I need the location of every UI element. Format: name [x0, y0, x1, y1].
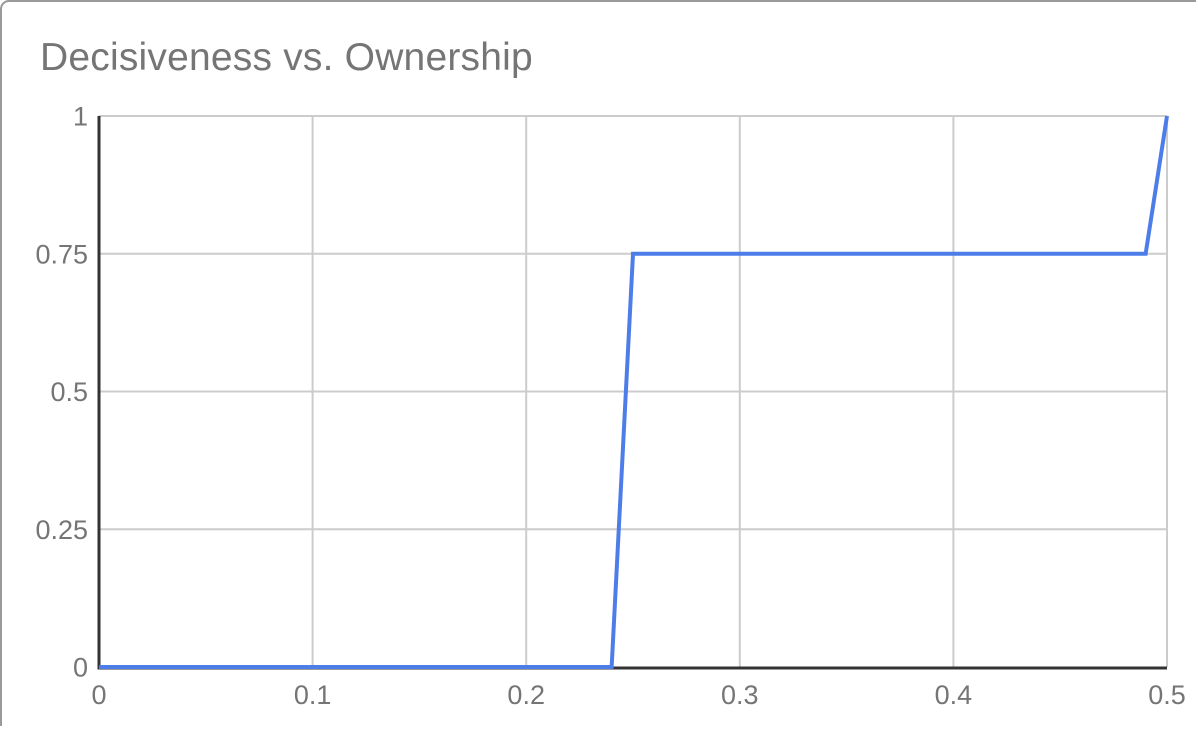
- series-line: [99, 115, 1169, 669]
- x-tick-label: 0.1: [294, 680, 332, 710]
- x-tick-label: 0: [91, 680, 106, 710]
- x-tick-label: 0.5: [1148, 680, 1186, 710]
- y-tick-label: 0.75: [35, 239, 88, 269]
- x-tick-label: 0.4: [935, 680, 973, 710]
- y-tick-label: 0.25: [35, 515, 88, 545]
- chart-title: Decisiveness vs. Ownership: [40, 36, 533, 79]
- y-tick-label: 0: [73, 653, 88, 683]
- y-tick-label: 1: [73, 102, 88, 132]
- y-tick-label: 0.5: [50, 377, 88, 407]
- x-tick-label: 0.3: [721, 680, 759, 710]
- x-tick-label: 0.2: [507, 680, 545, 710]
